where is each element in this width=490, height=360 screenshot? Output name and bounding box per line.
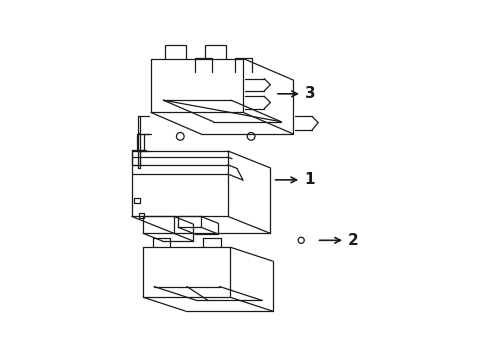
Text: 2: 2 xyxy=(348,233,359,248)
Text: 3: 3 xyxy=(305,86,316,101)
Bar xyxy=(134,198,140,203)
Text: 1: 1 xyxy=(304,172,315,187)
Bar xyxy=(139,213,145,219)
